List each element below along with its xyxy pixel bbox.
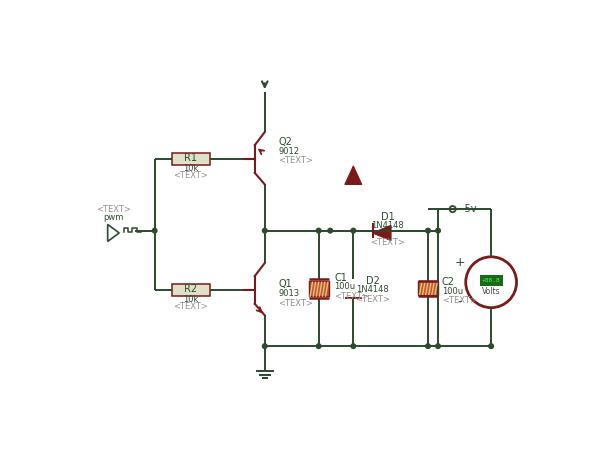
Polygon shape	[373, 225, 391, 241]
Text: C1: C1	[334, 273, 347, 283]
Bar	[172, 284, 210, 296]
Circle shape	[435, 344, 440, 348]
Text: 9012: 9012	[278, 147, 300, 156]
Text: <TEXT>: <TEXT>	[278, 156, 314, 165]
Text: <TEXT>: <TEXT>	[370, 239, 406, 247]
Bar	[309, 281, 329, 296]
Text: 1N4148: 1N4148	[371, 221, 404, 230]
Text: <TEXT>: <TEXT>	[96, 205, 130, 214]
Text: 10k: 10k	[183, 295, 199, 304]
Circle shape	[316, 228, 321, 233]
Text: <TEXT>: <TEXT>	[334, 291, 369, 301]
Text: +: +	[454, 257, 465, 269]
Text: Volts: Volts	[482, 287, 501, 296]
Text: Q2: Q2	[278, 137, 292, 147]
Text: <TEXT>: <TEXT>	[278, 299, 314, 308]
Circle shape	[316, 344, 321, 348]
Text: Q1: Q1	[278, 279, 292, 289]
Text: pwm: pwm	[103, 213, 123, 222]
Polygon shape	[345, 166, 362, 185]
Text: D1: D1	[381, 212, 395, 222]
Text: D2: D2	[365, 276, 379, 285]
Bar	[418, 281, 438, 295]
Text: 100u: 100u	[334, 282, 355, 291]
Text: R1: R1	[185, 153, 197, 163]
Text: -5v: -5v	[462, 204, 477, 214]
Text: +88.8: +88.8	[482, 278, 501, 283]
Circle shape	[426, 344, 431, 348]
Text: <TEXT>: <TEXT>	[442, 296, 477, 305]
Circle shape	[435, 228, 440, 233]
Circle shape	[328, 228, 333, 233]
Text: <TEXT>: <TEXT>	[174, 302, 208, 311]
Circle shape	[262, 228, 267, 233]
Text: 9013: 9013	[278, 289, 300, 298]
Circle shape	[489, 344, 493, 348]
Circle shape	[262, 344, 267, 348]
Circle shape	[351, 344, 356, 348]
Circle shape	[152, 228, 157, 233]
Bar	[172, 153, 210, 165]
Bar	[480, 275, 502, 286]
Text: C2: C2	[442, 277, 455, 287]
Text: 1N4148: 1N4148	[356, 285, 389, 294]
Text: -: -	[457, 295, 462, 308]
Circle shape	[351, 228, 356, 233]
Text: 10k: 10k	[183, 164, 199, 173]
Text: 100u: 100u	[442, 287, 463, 296]
Text: <TEXT>: <TEXT>	[355, 295, 390, 304]
Circle shape	[426, 228, 431, 233]
Circle shape	[466, 257, 516, 308]
Text: <TEXT>: <TEXT>	[174, 172, 208, 180]
Text: R2: R2	[185, 284, 197, 294]
